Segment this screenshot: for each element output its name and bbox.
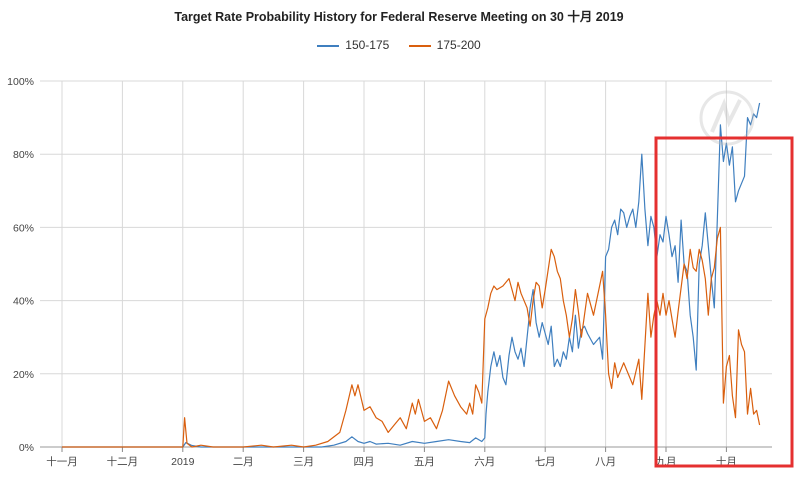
series-lines	[62, 102, 761, 448]
legend-swatch-175-200	[408, 44, 431, 47]
x-tick-label: 七月	[535, 456, 556, 468]
y-tick-label: 80%	[13, 149, 34, 161]
y-tick-label: 100%	[7, 76, 34, 88]
y-axis-ticks: 0% 20% 40% 60% 80% 100%	[7, 76, 34, 454]
highlight-box	[654, 136, 794, 468]
x-tick-label: 六月	[474, 456, 495, 468]
legend-swatch-150-175	[317, 44, 340, 47]
y-tick-label: 40%	[13, 296, 34, 308]
legend-item-150-175[interactable]: 150-175	[317, 38, 389, 52]
watermark-logo-icon	[699, 90, 755, 146]
x-tick-label: 八月	[595, 456, 616, 468]
x-tick-label: 十一月	[46, 455, 78, 468]
x-tick-label: 二月	[233, 456, 254, 468]
legend-item-175-200[interactable]: 175-200	[408, 38, 481, 52]
series-line-150-175	[62, 102, 761, 448]
legend-label-175-200: 175-200	[436, 38, 481, 52]
x-tick-label: 十二月	[107, 455, 139, 468]
legend-label-150-175: 150-175	[345, 38, 390, 52]
x-tick-label: 五月	[414, 456, 435, 468]
y-tick-label: 20%	[13, 369, 34, 381]
chart-legend: 150-175 175-200	[0, 38, 798, 52]
x-tick-label: 四月	[354, 456, 375, 468]
x-tick-label: 三月	[293, 456, 314, 468]
x-axis-ticks: 十一月 十二月 2019 二月 三月 四月 五月 六月 七月 八月 九月 十月	[46, 455, 737, 468]
series-line-175-200	[62, 226, 761, 448]
chart-title: Target Rate Probability History for Fede…	[174, 10, 624, 24]
y-tick-label: 60%	[13, 222, 34, 234]
y-tick-label: 0%	[19, 442, 34, 454]
x-tick-label: 2019	[171, 456, 195, 468]
